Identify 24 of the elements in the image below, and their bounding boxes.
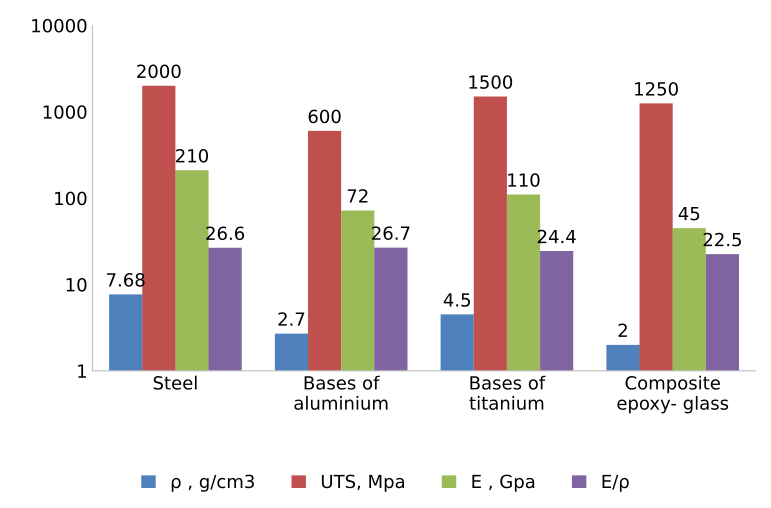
- y-tick-label: 10000: [32, 18, 86, 33]
- data-label: 45: [678, 206, 700, 220]
- y-tick-label: 1: [78, 364, 86, 378]
- legend-label: E , Gpa: [472, 474, 534, 492]
- legend-label: ρ , g/cm3: [172, 474, 254, 492]
- data-label: 1500: [469, 75, 512, 89]
- legend-label: UTS, Mpa: [322, 474, 404, 492]
- data-label: 210: [176, 148, 208, 163]
- y-tick-label: 1000: [44, 105, 86, 119]
- data-label: 2.7: [278, 312, 304, 326]
- x-tick-label: Composite epoxy- glass: [617, 376, 728, 414]
- y-tick-label: 10: [66, 278, 86, 292]
- data-label: 72: [348, 189, 368, 203]
- y-tick-label: 100: [55, 192, 86, 206]
- data-label: 2: [618, 324, 627, 337]
- x-tick-label: Bases of aluminium: [294, 376, 388, 410]
- x-tick-label: Steel: [154, 376, 197, 390]
- data-label: 1250: [635, 82, 678, 96]
- x-tick-label: Bases of titanium: [470, 376, 546, 410]
- legend-label: E/ρ: [602, 474, 629, 492]
- data-label: 110: [508, 173, 540, 187]
- data-label: 2000: [137, 64, 181, 78]
- data-label: 600: [308, 110, 341, 124]
- data-label: 4.5: [444, 293, 470, 307]
